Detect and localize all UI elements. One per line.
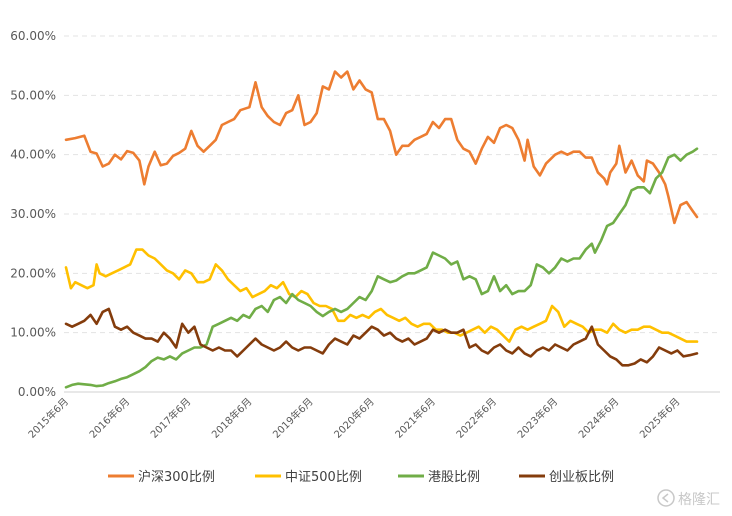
x-tick-label: 2016年6月 [86,395,132,441]
watermark: 格隆汇 [657,489,720,508]
x-tick-label: 2017年6月 [148,395,194,441]
series-line-1 [64,70,699,225]
series-line-3 [64,147,699,389]
y-axis-tick-labels: 0.00% 10.00% 20.00% 30.00% 40.00% 50.00% 60.00… [10,29,56,399]
gridlines [64,35,720,334]
y-tick-label: 0.00% [18,385,56,399]
x-tick-label: 2021年6月 [392,395,438,441]
legend-label: 创业板比例 [549,470,614,485]
series-line-4 [64,307,699,367]
y-tick-label: 10.00% [10,326,56,340]
legend-label: 沪深300比例 [138,469,215,485]
legend: 沪深300比例 中证500比例 港股比例 创业板比例 [108,469,614,485]
y-tick-label: 50.00% [10,88,56,102]
y-tick-label: 60.00% [10,29,56,43]
legend-label: 港股比例 [428,470,480,485]
x-tick-label: 2020年6月 [331,395,377,441]
x-tick-label: 2019年6月 [270,395,316,441]
series-lines [64,70,699,389]
x-tick-label: 2022年6月 [453,395,499,441]
y-tick-label: 40.00% [10,148,56,162]
series-line-2 [64,248,699,343]
x-tick-label: 2024年6月 [576,395,622,441]
y-tick-label: 20.00% [10,266,56,280]
x-tick-label: 2023年6月 [514,395,560,441]
y-tick-label: 30.00% [10,207,56,221]
x-axis-tick-labels: 2015年6月 2016年6月 2017年6月 2018年6月 2019年6月 2020年… [25,395,682,441]
legend-label: 中证500比例 [285,470,362,485]
x-tick-label: 2015年6月 [25,395,71,441]
g-logo-icon [657,489,675,507]
x-tick-label: 2025年6月 [637,395,683,441]
x-tick-label: 2018年6月 [209,395,255,441]
watermark-text: 格隆汇 [678,492,720,508]
